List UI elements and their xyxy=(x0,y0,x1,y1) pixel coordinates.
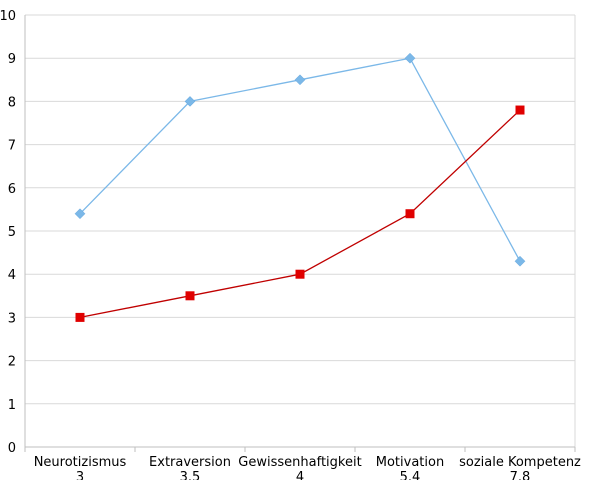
data-point-square xyxy=(185,291,195,301)
y-tick-label: 4 xyxy=(8,268,16,283)
x-tick-label: 3 xyxy=(76,470,84,480)
data-point-diamond xyxy=(74,208,86,220)
x-tick-label: 4 xyxy=(296,470,304,480)
x-tick-label: Motivation xyxy=(376,455,444,470)
x-tick-label: soziale Kompetenz xyxy=(459,455,581,470)
data-point-square xyxy=(295,269,305,279)
data-point-square xyxy=(405,209,415,219)
data-point-diamond xyxy=(184,96,196,107)
axes xyxy=(24,15,576,452)
x-tick-label: 5.4 xyxy=(400,470,421,480)
data-point-diamond xyxy=(514,255,526,267)
y-tick-label: 7 xyxy=(8,139,16,154)
x-tick-label: Gewissenhaftigkeit xyxy=(238,455,361,470)
x-tick-label: 7.8 xyxy=(510,470,531,480)
gridlines xyxy=(25,14,575,405)
y-tick-label: 6 xyxy=(8,182,16,197)
data-point-diamond xyxy=(404,52,416,64)
y-tick-label: 8 xyxy=(8,95,16,110)
y-tick-label: 2 xyxy=(8,355,16,370)
series-line xyxy=(79,109,521,319)
y-tick-label: 3 xyxy=(8,311,16,326)
y-tick-label: 10 xyxy=(0,9,16,24)
x-tick-label: Neurotizismus xyxy=(34,455,127,470)
y-tick-label: 0 xyxy=(8,441,16,456)
x-tick-label: 3.5 xyxy=(180,470,201,480)
y-tick-label: 5 xyxy=(8,225,16,240)
y-tick-labels: 0 1 2 3 4 5 6 7 8 9 10 xyxy=(0,9,16,456)
data-point-diamond xyxy=(294,74,306,86)
series xyxy=(74,52,526,322)
data-point-square xyxy=(75,312,85,322)
data-point-square xyxy=(515,105,525,115)
y-tick-label: 9 xyxy=(8,52,16,67)
x-tick-label: Extraversion xyxy=(149,455,231,470)
y-tick-label: 1 xyxy=(8,398,16,413)
